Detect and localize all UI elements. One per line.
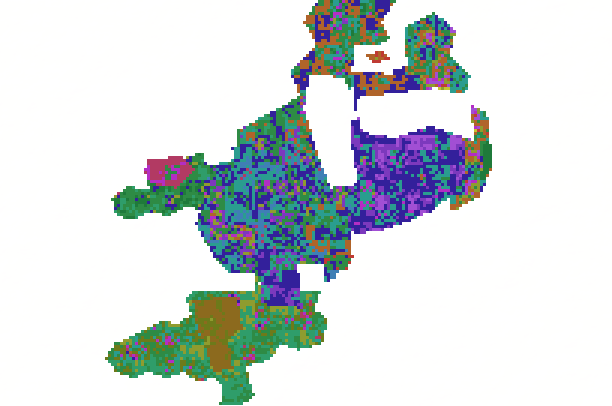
landcover-overlay-canvas[interactable] [0,0,612,406]
map-viewport [0,0,612,406]
